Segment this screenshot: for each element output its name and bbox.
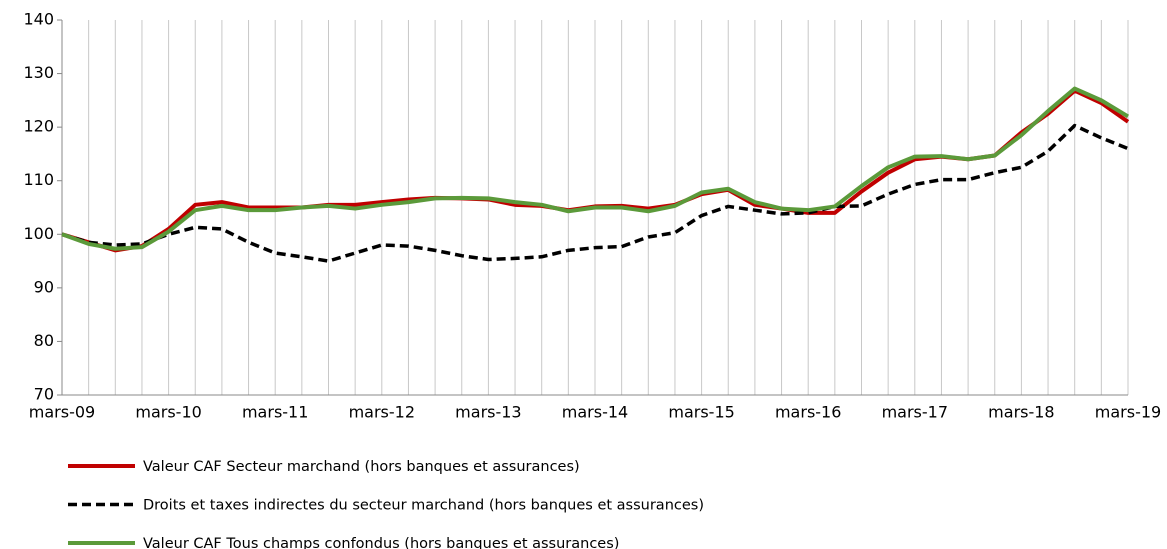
x-tick-label: mars-19 xyxy=(1095,403,1161,422)
x-tick-label: mars-12 xyxy=(349,403,415,422)
y-tick-label: 70 xyxy=(34,385,54,404)
x-tick-label: mars-11 xyxy=(242,403,308,422)
y-tick-label: 100 xyxy=(23,224,54,243)
x-tick-label: mars-17 xyxy=(882,403,948,422)
legend-label: Valeur CAF Secteur marchand (hors banque… xyxy=(143,459,580,475)
x-tick-label: mars-10 xyxy=(135,403,201,422)
series-line xyxy=(61,86,1130,251)
y-tick-label: 140 xyxy=(23,10,54,29)
y-tick-label: 80 xyxy=(34,331,54,350)
y-tick-label: 90 xyxy=(34,277,54,296)
y-tick-label: 110 xyxy=(23,170,54,189)
x-tick-label: mars-18 xyxy=(988,403,1054,422)
series-line xyxy=(61,123,1129,263)
x-tick-label: mars-09 xyxy=(29,403,95,422)
x-tick-label: mars-14 xyxy=(562,403,628,422)
y-tick-label: 120 xyxy=(23,117,54,136)
legend-label: Valeur CAF Tous champs confondus (hors b… xyxy=(143,536,619,549)
x-tick-label: mars-15 xyxy=(668,403,734,422)
x-tick-label: mars-13 xyxy=(455,403,521,422)
legend-label: Droits et taxes indirectes du secteur ma… xyxy=(143,498,704,514)
y-tick-label: 130 xyxy=(23,63,54,82)
x-tick-label: mars-16 xyxy=(775,403,841,422)
